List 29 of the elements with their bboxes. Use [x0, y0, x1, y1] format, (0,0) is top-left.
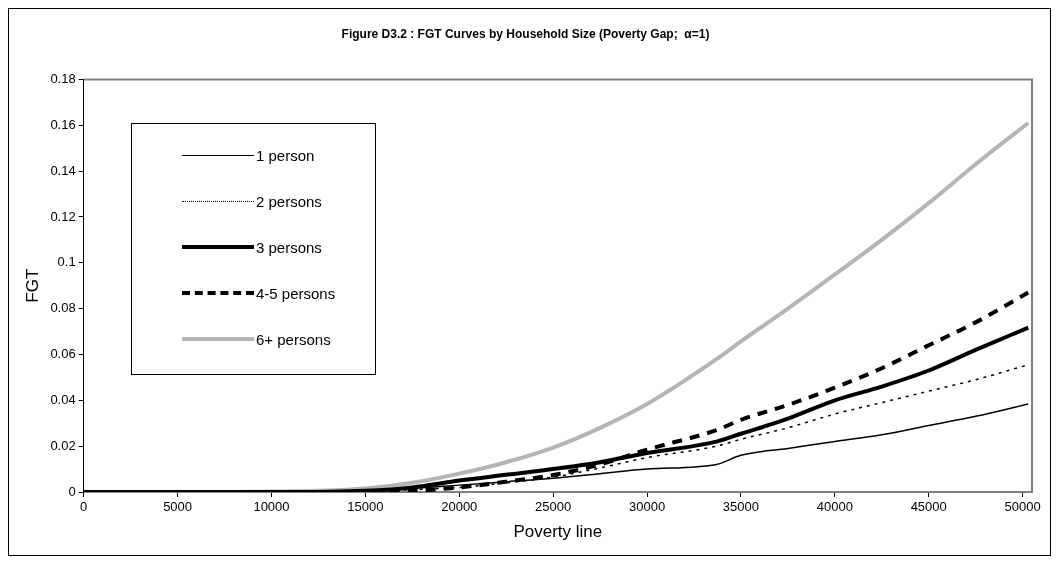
y-tick-label: 0.04: [50, 391, 76, 407]
y-tick-label: 0.08: [50, 300, 76, 316]
legend-label: 6+ persons: [256, 330, 331, 348]
x-axis-title: Poverty line: [513, 522, 603, 542]
legend-label: 3 persons: [256, 238, 322, 256]
y-tick-label: 0: [68, 483, 76, 499]
x-tick-label: 0: [80, 499, 88, 515]
y-tick-label: 0.12: [50, 208, 76, 224]
legend-label: 4-5 persons: [256, 284, 336, 302]
legend-label: 2 persons: [256, 192, 322, 210]
x-tick-label: 35000: [722, 499, 760, 515]
x-tick-label: 10000: [253, 499, 290, 515]
x-tick-label: 30000: [628, 499, 666, 515]
x-tick-label: 25000: [535, 499, 572, 515]
y-tick-label: 0.16: [50, 116, 76, 132]
y-tick-label: 0.1: [57, 254, 76, 270]
legend-label: 1 person: [256, 146, 315, 164]
y-tick-label: 0.02: [50, 437, 76, 453]
x-tick-label: 45000: [910, 499, 947, 515]
x-tick-label: 50000: [1004, 499, 1041, 515]
y-axis-title: FGT: [22, 268, 42, 303]
x-tick-label: 40000: [816, 499, 853, 515]
chart-title: Figure D3.2 : FGT Curves by Household Size (Poverty Gap; α=1): [341, 26, 710, 41]
x-tick-label: 20000: [441, 499, 478, 515]
x-tick-label: 15000: [347, 499, 384, 515]
y-tick-label: 0.14: [50, 162, 76, 178]
x-tick-label: 5000: [163, 499, 193, 515]
y-tick-label: 0.18: [50, 70, 76, 86]
y-tick-label: 0.06: [50, 346, 76, 362]
